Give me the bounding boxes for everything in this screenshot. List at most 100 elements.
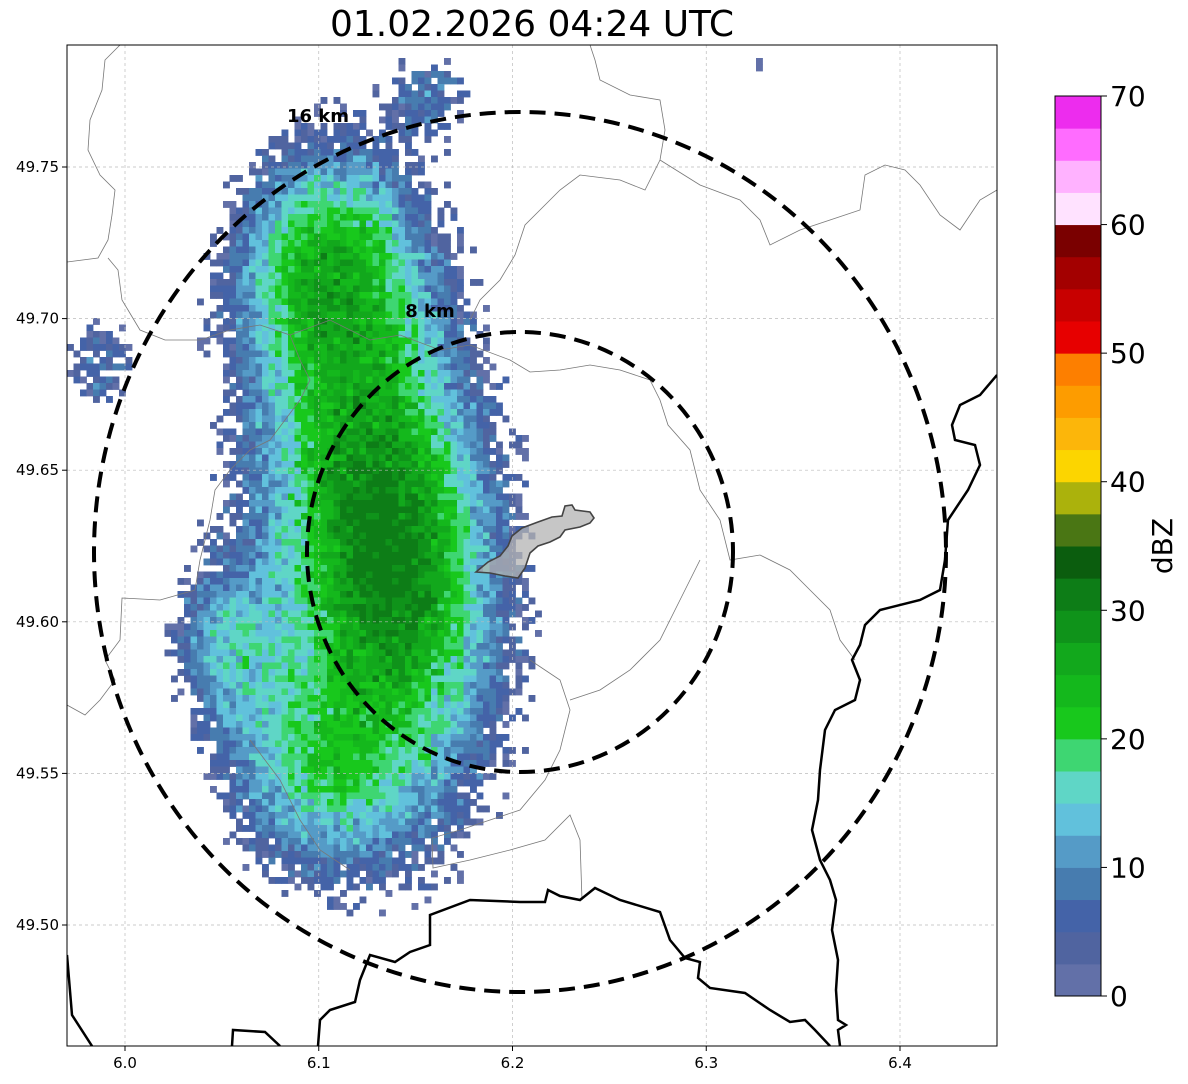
reflectivity-cell — [333, 545, 341, 553]
reflectivity-cell — [353, 175, 360, 182]
reflectivity-cell — [249, 669, 256, 676]
reflectivity-cell — [190, 604, 198, 611]
reflectivity-cell — [385, 701, 393, 709]
reflectivity-cell — [392, 97, 399, 104]
reflectivity-cell — [327, 838, 334, 845]
reflectivity-cell — [385, 207, 393, 215]
reflectivity-cell — [236, 175, 243, 182]
reflectivity-cell — [353, 461, 360, 468]
reflectivity-cell — [333, 753, 341, 761]
reflectivity-cell — [242, 812, 250, 819]
reflectivity-cell — [470, 656, 477, 663]
reflectivity-cell — [340, 786, 347, 793]
reflectivity-cell — [216, 571, 224, 579]
reflectivity-cell — [177, 617, 185, 624]
reflectivity-cell — [398, 253, 406, 260]
reflectivity-cell — [275, 844, 282, 852]
reflectivity-cell — [444, 701, 451, 709]
reflectivity-cell — [190, 591, 198, 598]
reflectivity-cell — [411, 409, 419, 416]
reflectivity-cell — [359, 539, 367, 546]
reflectivity-cell — [483, 721, 490, 728]
reflectivity-cell — [476, 500, 484, 507]
reflectivity-cell — [379, 129, 386, 137]
reflectivity-cell — [476, 409, 484, 416]
reflectivity-cell — [444, 688, 451, 696]
reflectivity-cell — [411, 578, 419, 585]
reflectivity-cell — [242, 207, 250, 215]
reflectivity-cell — [418, 103, 425, 111]
reflectivity-cell — [294, 116, 302, 124]
reflectivity-cell — [353, 123, 360, 130]
reflectivity-cell — [353, 318, 360, 325]
reflectivity-cell — [281, 727, 289, 735]
reflectivity-cell — [333, 240, 341, 247]
reflectivity-cell — [392, 480, 399, 488]
reflectivity-cell — [496, 441, 503, 449]
reflectivity-cell — [327, 883, 334, 891]
reflectivity-cell — [411, 188, 419, 195]
reflectivity-cell — [281, 487, 289, 494]
reflectivity-cell — [379, 740, 386, 748]
reflectivity-cell — [411, 383, 419, 390]
reflectivity-cell — [450, 545, 458, 553]
reflectivity-cell — [106, 331, 113, 338]
reflectivity-cell — [255, 779, 263, 787]
reflectivity-cell — [496, 409, 503, 416]
reflectivity-cell — [242, 617, 250, 624]
national-border — [316, 886, 831, 1046]
reflectivity-cell — [275, 786, 282, 793]
reflectivity-cell — [444, 396, 451, 403]
reflectivity-cell — [431, 844, 438, 852]
reflectivity-cell — [119, 363, 126, 371]
reflectivity-cell — [242, 630, 250, 637]
reflectivity-cell — [288, 669, 295, 676]
reflectivity-cell — [418, 623, 425, 631]
reflectivity-cell — [379, 454, 386, 462]
reflectivity-cell — [281, 428, 289, 436]
reflectivity-cell — [106, 357, 113, 364]
reflectivity-cell — [372, 779, 380, 787]
reflectivity-cell — [444, 727, 451, 735]
reflectivity-cell — [398, 246, 406, 254]
reflectivity-cell — [392, 409, 399, 416]
reflectivity-cell — [229, 708, 237, 715]
reflectivity-cell — [463, 669, 471, 676]
reflectivity-cell — [294, 532, 302, 540]
reflectivity-cell — [431, 435, 438, 442]
reflectivity-cell — [431, 760, 438, 767]
reflectivity-cell — [255, 240, 263, 247]
reflectivity-cell — [457, 409, 464, 416]
reflectivity-cell — [268, 571, 276, 579]
reflectivity-cell — [86, 357, 94, 364]
reflectivity-cell — [450, 682, 458, 689]
reflectivity-cell — [294, 818, 302, 826]
reflectivity-cell — [476, 747, 484, 754]
reflectivity-cell — [470, 747, 477, 754]
reflectivity-cell — [450, 214, 458, 221]
reflectivity-cell — [392, 253, 399, 260]
reflectivity-cell — [268, 311, 276, 319]
reflectivity-cell — [379, 526, 386, 533]
reflectivity-cell — [294, 305, 302, 312]
reflectivity-cell — [457, 799, 464, 806]
reflectivity-cell — [333, 402, 341, 410]
reflectivity-cell — [366, 220, 373, 228]
reflectivity-cell — [418, 253, 425, 260]
reflectivity-cell — [522, 448, 529, 455]
reflectivity-cell — [359, 727, 367, 735]
reflectivity-cell — [106, 350, 113, 358]
reflectivity-cell — [314, 565, 321, 572]
reflectivity-cell — [398, 318, 406, 325]
reflectivity-cell — [275, 532, 282, 540]
reflectivity-cell — [424, 708, 432, 715]
reflectivity-cell — [333, 539, 341, 546]
reflectivity-cell — [307, 487, 315, 494]
reflectivity-cell — [379, 532, 386, 540]
reflectivity-cell — [444, 734, 451, 741]
reflectivity-cell — [288, 220, 295, 228]
reflectivity-cell — [431, 539, 438, 546]
reflectivity-cell — [223, 552, 230, 559]
reflectivity-cell — [294, 591, 302, 598]
reflectivity-cell — [275, 623, 282, 631]
